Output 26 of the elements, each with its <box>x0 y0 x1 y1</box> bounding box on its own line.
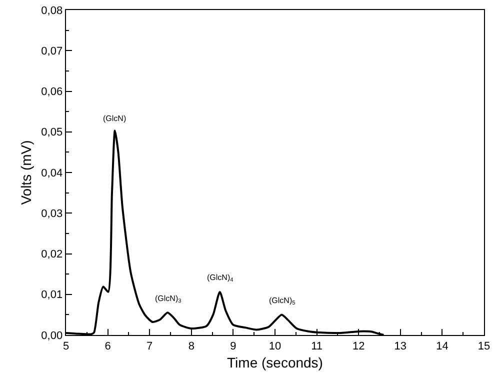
y-tick-label: 0,08 <box>41 4 63 17</box>
y-tick-label: 0,04 <box>41 167 63 180</box>
y-axis-title: Volts (mV) <box>18 140 34 205</box>
annotation: (GlcN)$_{3}$ <box>155 294 182 305</box>
x-tick-label: 7 <box>146 340 153 352</box>
y-tick-label: 0,06 <box>41 86 63 98</box>
annotation: (GlcN)$_{5}$ <box>269 296 296 307</box>
y-tick-label: 0,07 <box>41 45 63 58</box>
x-tick-label: 13 <box>394 340 407 352</box>
annotation: (GlcN) <box>103 114 126 123</box>
y-tick-label: 0,05 <box>41 126 63 139</box>
x-tick-label: 10 <box>268 340 282 352</box>
y-tick-label: 0,02 <box>41 248 63 261</box>
y-tick-label: 0,00 <box>41 330 63 342</box>
x-tick-label: 9 <box>230 340 236 352</box>
x-tick-label: 11 <box>311 340 323 352</box>
y-tick-label: 0,01 <box>41 289 63 302</box>
x-axis-title: Time (seconds) <box>227 354 323 371</box>
x-tick-label: 15 <box>478 340 490 352</box>
y-tick-label: 0,03 <box>41 208 63 220</box>
x-tick-label: 8 <box>188 340 194 352</box>
x-tick-label: 14 <box>436 340 448 352</box>
x-tick-label: 12 <box>352 340 365 352</box>
annotation: (GlcN)$_{4}$ <box>207 273 234 284</box>
x-tick-label: 6 <box>104 340 111 352</box>
x-tick-label: 5 <box>62 340 70 352</box>
